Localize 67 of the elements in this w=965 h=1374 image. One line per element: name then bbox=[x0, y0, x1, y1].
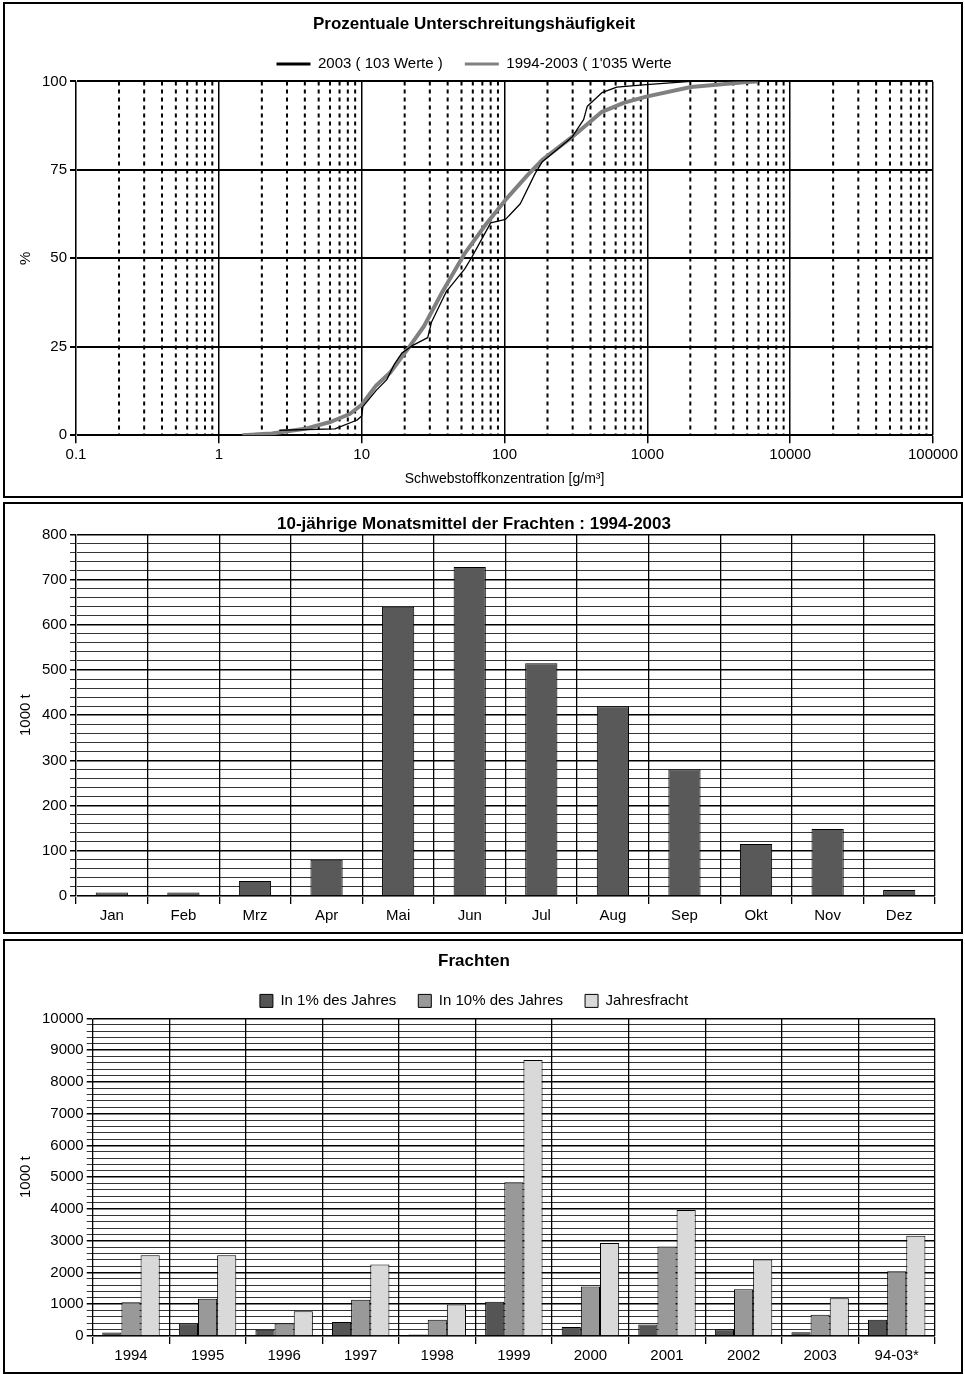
legend-label: 1994-2003 ( 1'035 Werte bbox=[506, 54, 672, 72]
y-tick-label: 100 bbox=[42, 71, 68, 89]
x-tick-label: Mai bbox=[386, 906, 411, 924]
x-axis-title: Schwebstoffkonzentration [g/m³] bbox=[404, 470, 605, 487]
y-tick-label: 0 bbox=[58, 425, 68, 443]
y-axis-title: % bbox=[16, 251, 34, 265]
x-tick-label: 1995 bbox=[190, 1346, 225, 1364]
chart-title: Frachten bbox=[438, 950, 510, 970]
legend-label: In 1% des Jahres bbox=[280, 991, 397, 1009]
x-tick-label: 2000 bbox=[573, 1346, 608, 1364]
y-tick-label: 500 bbox=[42, 660, 68, 678]
y-tick-label: 200 bbox=[42, 795, 68, 813]
x-tick-label: 94-03* bbox=[874, 1346, 919, 1364]
y-tick-label: 700 bbox=[42, 569, 68, 587]
y-axis-title: 1000 t bbox=[16, 1155, 34, 1199]
legend-label: Jahresfracht bbox=[605, 991, 689, 1009]
x-tick-label: Aug bbox=[599, 906, 627, 924]
legend-label: In 10% des Jahres bbox=[438, 991, 564, 1009]
x-tick-label: 1999 bbox=[497, 1346, 531, 1364]
x-tick-label: 10000 bbox=[769, 445, 812, 463]
y-tick-label: 1000 bbox=[50, 1294, 84, 1312]
y-tick-label: 600 bbox=[42, 614, 68, 632]
y-tick-label: 2000 bbox=[50, 1262, 84, 1280]
y-tick-label: 6000 bbox=[50, 1135, 84, 1153]
chart-title: Prozentuale Unterschreitungshäufigkeit bbox=[312, 13, 636, 33]
chart-title: 10-jährige Monatsmittel der Frachten : 1994-2003 bbox=[277, 513, 671, 533]
x-tick-label: Apr bbox=[314, 906, 339, 924]
x-tick-label: 100 bbox=[491, 445, 518, 463]
y-tick-label: 9000 bbox=[50, 1040, 84, 1058]
x-tick-label: Nov bbox=[814, 906, 842, 924]
y-tick-label: 800 bbox=[42, 524, 68, 542]
x-tick-label: 2001 bbox=[650, 1346, 684, 1364]
x-tick-label: 1 bbox=[214, 445, 224, 463]
y-tick-label: 50 bbox=[50, 248, 68, 266]
y-tick-label: 0 bbox=[58, 886, 68, 904]
y-tick-label: 100 bbox=[42, 840, 68, 858]
y-tick-label: 5000 bbox=[50, 1167, 84, 1185]
x-tick-label: 1000 bbox=[630, 445, 665, 463]
y-tick-label: 300 bbox=[42, 750, 68, 768]
y-axis-title: 1000 t bbox=[16, 693, 34, 737]
x-tick-label: 10 bbox=[353, 445, 371, 463]
y-tick-label: 4000 bbox=[50, 1199, 84, 1217]
x-tick-label: Jan bbox=[99, 906, 124, 924]
x-tick-label: 1996 bbox=[267, 1346, 301, 1364]
x-tick-label: 2003 bbox=[803, 1346, 837, 1364]
y-tick-label: 7000 bbox=[50, 1103, 84, 1121]
legend-label: 2003 ( 103 Werte ) bbox=[318, 54, 443, 72]
x-tick-label: Jul bbox=[531, 906, 551, 924]
x-tick-label: 1997 bbox=[344, 1346, 378, 1364]
x-tick-label: Mrz bbox=[242, 906, 268, 924]
x-tick-label: Feb bbox=[170, 906, 197, 924]
x-tick-label: 2002 bbox=[726, 1346, 761, 1364]
y-tick-label: 3000 bbox=[50, 1230, 84, 1248]
x-tick-label: Dez bbox=[885, 906, 913, 924]
x-tick-label: 1998 bbox=[420, 1346, 454, 1364]
x-tick-label: Jun bbox=[457, 906, 482, 924]
x-tick-label: Okt bbox=[744, 906, 769, 924]
y-tick-label: 75 bbox=[50, 159, 68, 177]
x-tick-label: 0.1 bbox=[65, 445, 87, 463]
y-tick-label: 8000 bbox=[50, 1072, 84, 1090]
y-tick-label: 10000 bbox=[41, 1008, 84, 1026]
y-tick-label: 400 bbox=[42, 705, 68, 723]
x-tick-label: 100000 bbox=[907, 445, 958, 463]
y-tick-label: 0 bbox=[75, 1326, 84, 1344]
y-tick-label: 25 bbox=[50, 336, 68, 354]
x-tick-label: Sep bbox=[671, 906, 698, 924]
x-tick-label: 1994 bbox=[114, 1346, 148, 1364]
